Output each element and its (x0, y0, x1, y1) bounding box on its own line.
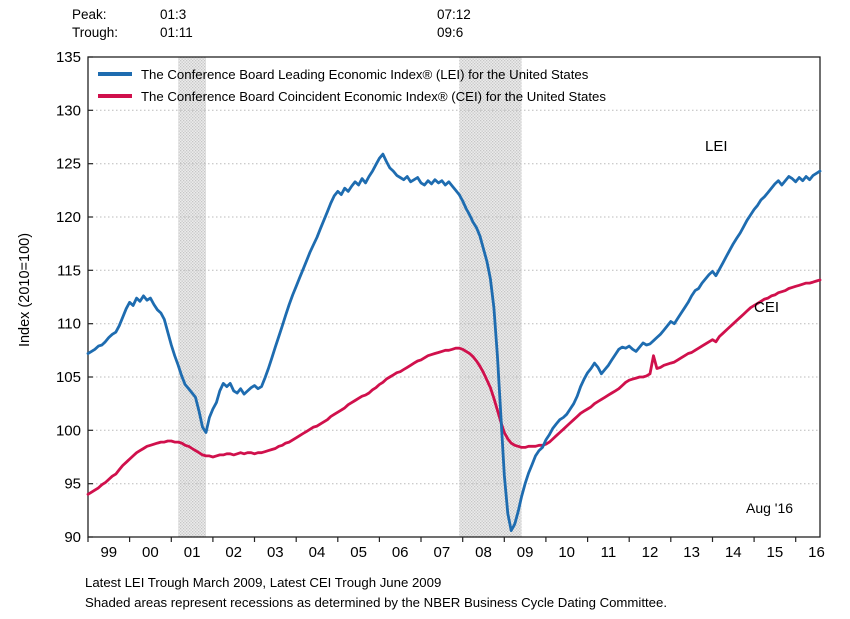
lei-line (86, 152, 822, 532)
y-tick-label: 95 (64, 476, 81, 493)
x-tick-label: 06 (392, 544, 409, 561)
x-tick-label: 03 (267, 544, 284, 561)
y-tick-label: 100 (56, 422, 81, 439)
x-tick-label: 08 (475, 544, 492, 561)
footer-recession-note: Shaded areas represent recessions as det… (85, 595, 667, 610)
x-tick-label: 10 (558, 544, 575, 561)
y-tick-label: 120 (56, 209, 81, 226)
y-tick-label: 125 (56, 156, 81, 173)
recession2-trough-date: 09:6 (437, 25, 464, 40)
x-tick-label: 13 (683, 544, 700, 561)
x-tick-label: 01 (184, 544, 201, 561)
trough-row-label: Trough: (72, 25, 119, 40)
recession1-peak-date: 01:3 (160, 7, 187, 22)
y-tick-label: 135 (56, 49, 81, 66)
y-tick-label: 130 (56, 102, 81, 119)
legend-label-cei: The Conference Board Coincident Economic… (141, 88, 606, 104)
cei-line (86, 278, 822, 496)
plot-border (87, 56, 821, 538)
x-tick-label: 15 (767, 544, 784, 561)
y-axis-title: Index (2010=100) (17, 232, 33, 348)
legend: The Conference Board Leading Economic In… (98, 63, 606, 107)
x-tick-label: 05 (350, 544, 367, 561)
y-tick-label: 90 (64, 529, 81, 546)
lei-line-swatch (98, 72, 132, 76)
x-tick-label: 12 (642, 544, 659, 561)
recession-band (459, 57, 522, 537)
recession1-trough-date: 01:11 (160, 25, 193, 40)
lei-curve-label: LEI (705, 138, 728, 155)
cei-line-swatch (98, 94, 132, 98)
x-tick-label: 04 (309, 544, 326, 561)
recession2-peak-date: 07:12 (437, 7, 471, 22)
x-tick-label: 99 (100, 544, 117, 561)
peak-row-label: Peak: (72, 7, 107, 22)
x-tick-label: 02 (225, 544, 242, 561)
legend-label-lei: The Conference Board Leading Economic In… (141, 66, 589, 82)
x-tick-label: 14 (725, 544, 742, 561)
x-tick-label: 11 (601, 544, 617, 561)
x-tick-label: 07 (434, 544, 451, 561)
x-tick-label: 00 (142, 544, 159, 561)
legend-item-lei: The Conference Board Leading Economic In… (98, 63, 606, 85)
recession-band (178, 57, 206, 537)
footer-trough-note: Latest LEI Trough March 2009, Latest CEI… (85, 575, 442, 590)
y-tick-label: 110 (57, 316, 81, 333)
last-point-label: Aug '16 (746, 500, 794, 516)
y-tick-label: 105 (56, 369, 81, 386)
legend-item-cei: The Conference Board Coincident Economic… (98, 85, 606, 107)
plot-area: 135 130 125 120 115 110 105 100 95 90 99 00 01 02 03 04… (56, 49, 825, 561)
y-tick-label: 115 (57, 262, 81, 279)
x-tick-label: 09 (517, 544, 534, 561)
x-tick-label: 16 (808, 544, 825, 561)
cei-curve-label: CEI (754, 299, 780, 316)
